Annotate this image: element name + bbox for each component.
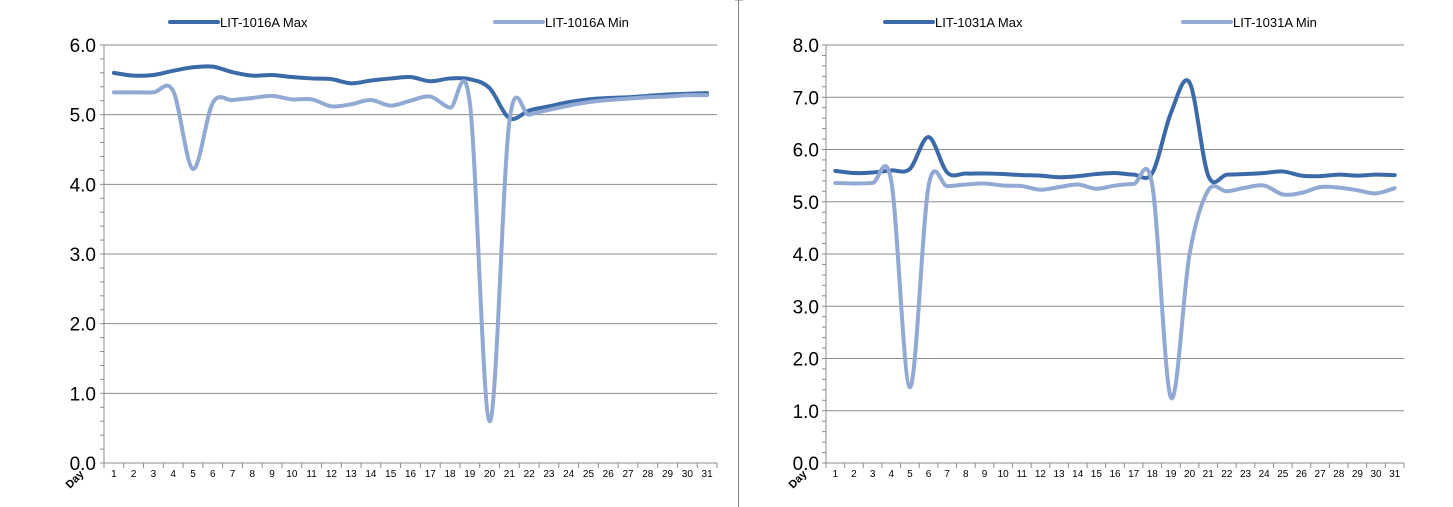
y-tick-label: 5.0 [70, 106, 96, 127]
x-tick-label: 7 [944, 469, 950, 480]
x-tick-label: 13 [1054, 469, 1066, 480]
x-tick-label: 25 [1277, 469, 1289, 480]
x-tick-label: 3 [151, 469, 157, 480]
x-tick-label: 13 [346, 469, 358, 480]
x-tick-label: 5 [907, 469, 913, 480]
x-tick-label: 26 [1296, 469, 1308, 480]
x-tick-label: 22 [524, 469, 536, 480]
y-tick-label: 8.0 [793, 36, 819, 57]
x-tick-label: 4 [170, 469, 176, 480]
x-tick-label: 6 [926, 469, 932, 480]
x-tick-label: 15 [1091, 469, 1103, 480]
y-tick-label: 3.0 [70, 245, 96, 266]
y-tick-label: 1.0 [70, 384, 96, 405]
x-tick-label: 10 [286, 469, 298, 480]
x-tick-label: 17 [1128, 469, 1140, 480]
chart-panel-lit-1016a: 0.0 1.0 2.0 3.0 4.0 5.0 6.0 1 2 3 4 5 6 7 8 9 10 11 12 13 14… [63, 15, 718, 492]
legend-label: LIT-1031A Max [935, 15, 1023, 30]
x-tick-label: 29 [662, 469, 674, 480]
legend-label: LIT-1031A Min [1233, 15, 1317, 30]
y-tick-label: 7.0 [793, 88, 819, 109]
x-tick-label: 14 [365, 469, 377, 480]
x-tick-label: 16 [405, 469, 417, 480]
x-tick-label: 31 [702, 469, 714, 480]
x-tick-label: 18 [444, 469, 456, 480]
x-tick-label: 31 [1389, 469, 1401, 480]
x-tick-label: 4 [888, 469, 894, 480]
x-tick-label: 30 [1370, 469, 1382, 480]
x-tick-label: 3 [870, 469, 876, 480]
legend-label: LIT-1016A Max [220, 15, 308, 30]
x-tick-label: 23 [1240, 469, 1252, 480]
legend-label: LIT-1016A Min [545, 15, 629, 30]
y-tick-label: 6.0 [793, 141, 819, 162]
x-tick-label: 20 [484, 469, 496, 480]
gridlines [826, 44, 1404, 464]
chart-lit-1031a: 0.01.02.03.04.05.06.07.08.01 2 3 4 5 6 7 8 9 10 11… [787, 15, 1405, 491]
y-tick-label: 2.0 [70, 315, 96, 336]
x-tick-label: 23 [543, 469, 555, 480]
series-line-min [833, 164, 1397, 401]
x-tick-label: 19 [1165, 469, 1177, 480]
x-tick-label: 1 [111, 469, 117, 480]
x-tick-label: 8 [250, 469, 256, 480]
y-tick-label: 2.0 [793, 350, 819, 371]
series-line-max [111, 64, 710, 121]
legend-entry: LIT-1016A Max [168, 15, 308, 30]
x-tick-label: 2 [131, 469, 137, 480]
x-tick-label: 30 [682, 469, 694, 480]
x-tick-label: 24 [563, 469, 575, 480]
x-tick-label: 17 [425, 469, 437, 480]
x-tick-label: 20 [1184, 469, 1196, 480]
x-tick-label: 2 [851, 469, 857, 480]
chart-panel-lit-1031a: 0.0 1.0 2.0 3.0 4.0 5.0 6.0 7.0 8.0 1 2 3 4 5 6 7 8 9 10 11… [743, 0, 1453, 507]
x-tick-label: 19 [464, 469, 476, 480]
x-tick-label: 24 [1259, 469, 1271, 480]
panel-divider [738, 0, 739, 507]
x-tick-label: 12 [1035, 469, 1047, 480]
gridlines [104, 44, 717, 464]
x-tick-label: 14 [1072, 469, 1084, 480]
x-tick-label: 27 [622, 469, 634, 480]
x-tick-label: 28 [642, 469, 654, 480]
x-tick-label: 11 [306, 469, 317, 480]
x-tick-label: 22 [1221, 469, 1233, 480]
y-tick-label: 6.0 [70, 36, 96, 57]
x-tick-label: 7 [230, 469, 236, 480]
y-tick-label: 4.0 [793, 245, 819, 266]
x-tick-label: 27 [1315, 469, 1327, 480]
series-line-max [833, 78, 1397, 185]
y-tick-label: 0.0 [793, 454, 819, 475]
legend-entry: LIT-1031A Max [883, 15, 1023, 30]
y-tick-label: 3.0 [793, 297, 819, 318]
x-tick-label: 28 [1333, 469, 1345, 480]
x-tick-label: 26 [603, 469, 615, 480]
chart-lit-1016a: 0.01.02.03.04.05.06.01 2 3 4 5 6 7 8 9 10 11 12 13 14… [64, 15, 718, 491]
x-tick-label: 1 [833, 469, 839, 480]
x-tick-label: 21 [504, 469, 516, 480]
x-tick-label: 5 [190, 469, 196, 480]
y-tick-label: 5.0 [793, 193, 819, 214]
x-tick-label: 15 [385, 469, 397, 480]
y-tick-label: 4.0 [70, 175, 96, 196]
legend-entry: LIT-1016A Min [493, 15, 629, 30]
x-tick-label: 29 [1352, 469, 1364, 480]
x-tick-label: 16 [1109, 469, 1121, 480]
x-tick-label: 10 [998, 469, 1010, 480]
x-tick-label: 9 [982, 469, 988, 480]
x-tick-label: 21 [1203, 469, 1215, 480]
x-tick-label: 25 [583, 469, 595, 480]
x-tick-label: 18 [1147, 469, 1159, 480]
x-tick-label: 11 [1017, 469, 1028, 480]
series-line-min [111, 79, 710, 424]
x-tick-label: 8 [963, 469, 969, 480]
y-tick-label: 0.0 [70, 454, 96, 475]
y-tick-label: 1.0 [793, 402, 819, 423]
x-tick-label: 9 [269, 469, 275, 480]
legend-entry: LIT-1031A Min [1181, 15, 1317, 30]
x-tick-label: 12 [326, 469, 338, 480]
x-tick-label: 6 [210, 469, 216, 480]
